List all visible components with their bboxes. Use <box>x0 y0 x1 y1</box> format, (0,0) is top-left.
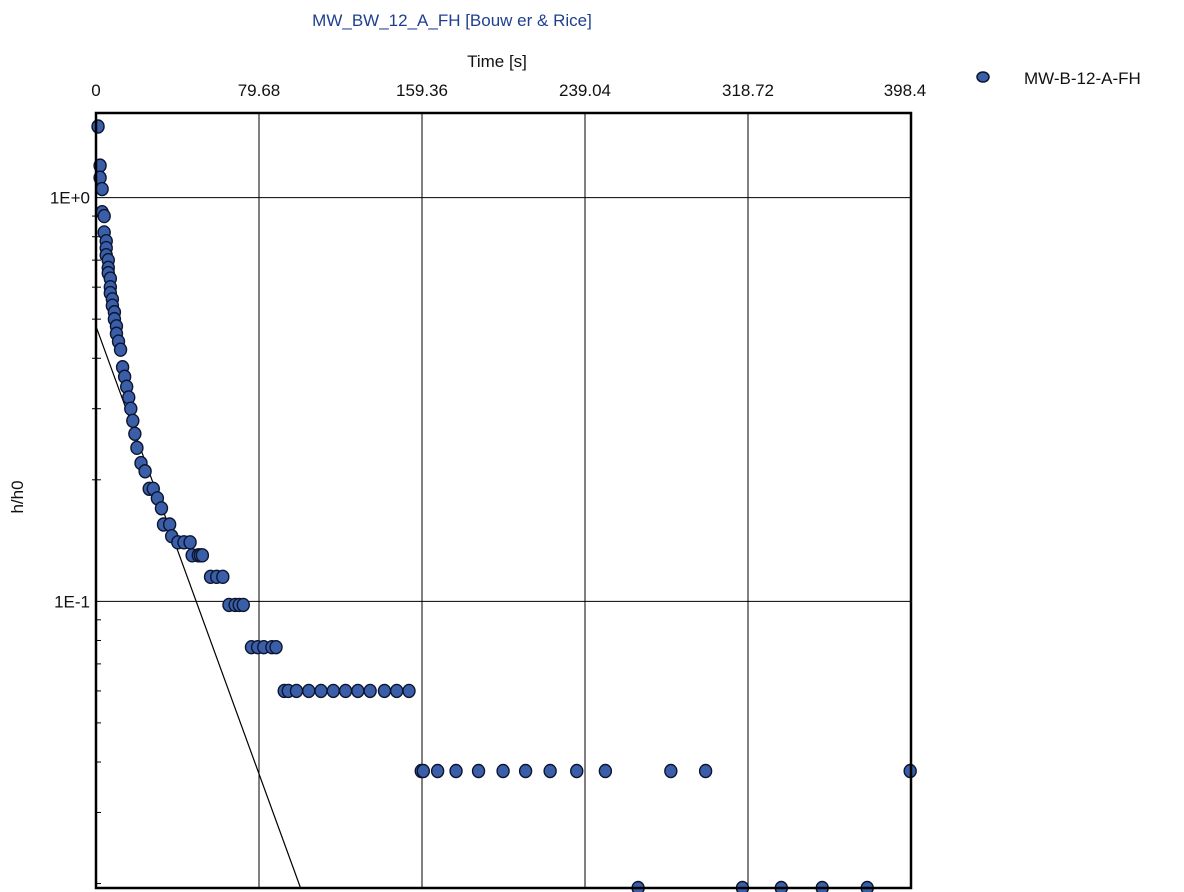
legend-label: MW-B-12-A-FH <box>1024 69 1141 88</box>
data-point <box>698 763 713 779</box>
x-tick-label: 318.72 <box>722 81 774 100</box>
data-point <box>377 683 392 699</box>
data-point <box>236 597 250 613</box>
data-point <box>216 569 230 585</box>
data-point <box>664 763 678 779</box>
data-point <box>402 683 416 699</box>
data-point <box>496 763 510 779</box>
data-point <box>314 683 328 699</box>
data-point <box>124 401 138 416</box>
data-point <box>518 763 533 779</box>
data-point <box>113 342 128 357</box>
y-axis-label: h/h0 <box>8 480 27 513</box>
data-point <box>430 763 445 779</box>
data-point <box>570 763 584 779</box>
data-point <box>598 763 613 779</box>
plot-frame <box>94 111 913 890</box>
data-point <box>97 208 111 224</box>
data-points <box>91 119 917 892</box>
data-point <box>269 639 283 655</box>
data-point <box>302 683 316 699</box>
data-point <box>154 501 169 516</box>
legend-marker <box>976 71 990 83</box>
x-tick-label: 159.36 <box>396 81 448 100</box>
x-tick-label: 239.04 <box>559 81 611 100</box>
data-point <box>138 464 152 479</box>
data-point <box>338 683 353 699</box>
data-point <box>363 683 377 699</box>
data-point <box>416 763 431 779</box>
data-point <box>326 683 340 699</box>
x-tick-label: 79.68 <box>238 81 281 100</box>
x-tick-label: 398.4 <box>884 81 927 100</box>
legend: MW-B-12-A-FH <box>976 69 1141 88</box>
x-tick-label: 0 <box>91 81 100 100</box>
tick-labels: 0 79.68 159.36 239.04 318.72 398.4 1E+0 1E-1 <box>50 81 926 611</box>
data-point <box>130 440 144 456</box>
data-point <box>183 535 197 550</box>
data-point <box>543 763 557 779</box>
data-point <box>351 683 365 699</box>
chart-title: MW_BW_12_A_FH [Bouw er & Rice] <box>312 11 592 30</box>
y-tick-label: 1E-1 <box>54 592 90 611</box>
data-point <box>126 413 140 429</box>
data-point <box>91 119 105 134</box>
data-point <box>95 181 109 197</box>
data-point <box>390 683 404 699</box>
data-point <box>289 683 304 699</box>
data-point <box>471 763 486 779</box>
data-point <box>162 517 177 532</box>
data-point <box>128 426 142 442</box>
y-tick-label: 1E+0 <box>50 189 90 208</box>
data-point <box>195 548 210 563</box>
data-point <box>449 763 463 779</box>
x-axis-label: Time [s] <box>467 52 527 71</box>
